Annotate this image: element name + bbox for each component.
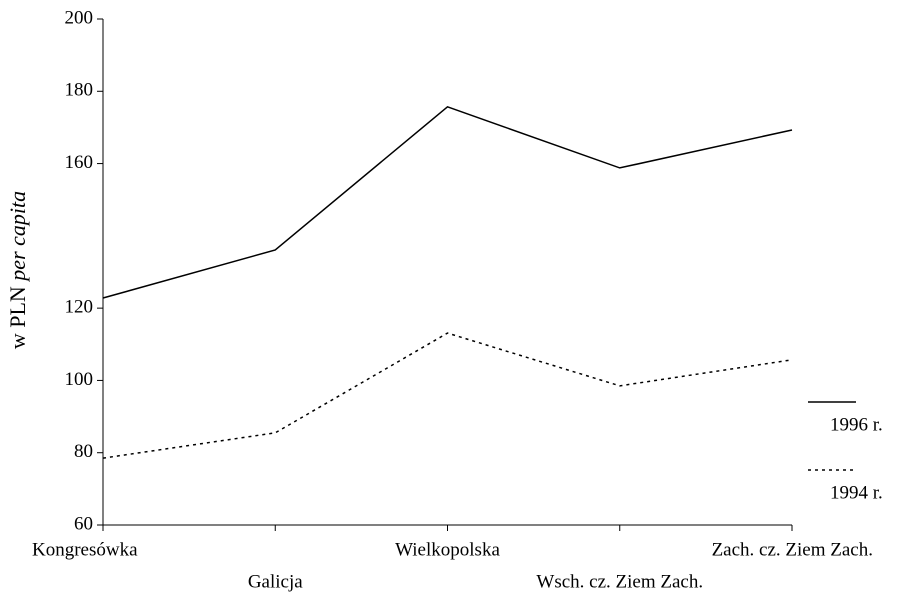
y-tick-label: 160	[65, 152, 94, 173]
legend-label: 1996 r.	[830, 414, 883, 435]
series-line	[102, 105, 793, 299]
y-tick-label: 100	[65, 369, 94, 390]
y-tick-label: 200	[65, 7, 94, 28]
x-tick-label: Kongresówka	[32, 539, 138, 560]
x-tick-label: Wielkopolska	[395, 539, 500, 560]
y-tick-label: 180	[65, 80, 94, 101]
y-tick-label: 80	[74, 441, 93, 462]
legend-label: 1994 r.	[830, 482, 883, 503]
x-tick-label: Zach. cz. Ziem Zach.	[712, 539, 873, 560]
y-label-plain: w PLN	[5, 286, 30, 349]
series-line	[102, 332, 793, 459]
y-tick-label: 120	[65, 297, 94, 318]
y-tick-label: 60	[74, 513, 93, 534]
y-label-italic: per capita	[5, 191, 30, 283]
x-tick-label: Galicja	[248, 571, 303, 592]
x-tick-label: Wsch. cz. Ziem Zach.	[536, 571, 703, 592]
y-axis-label: w PLN per capita	[5, 191, 30, 349]
